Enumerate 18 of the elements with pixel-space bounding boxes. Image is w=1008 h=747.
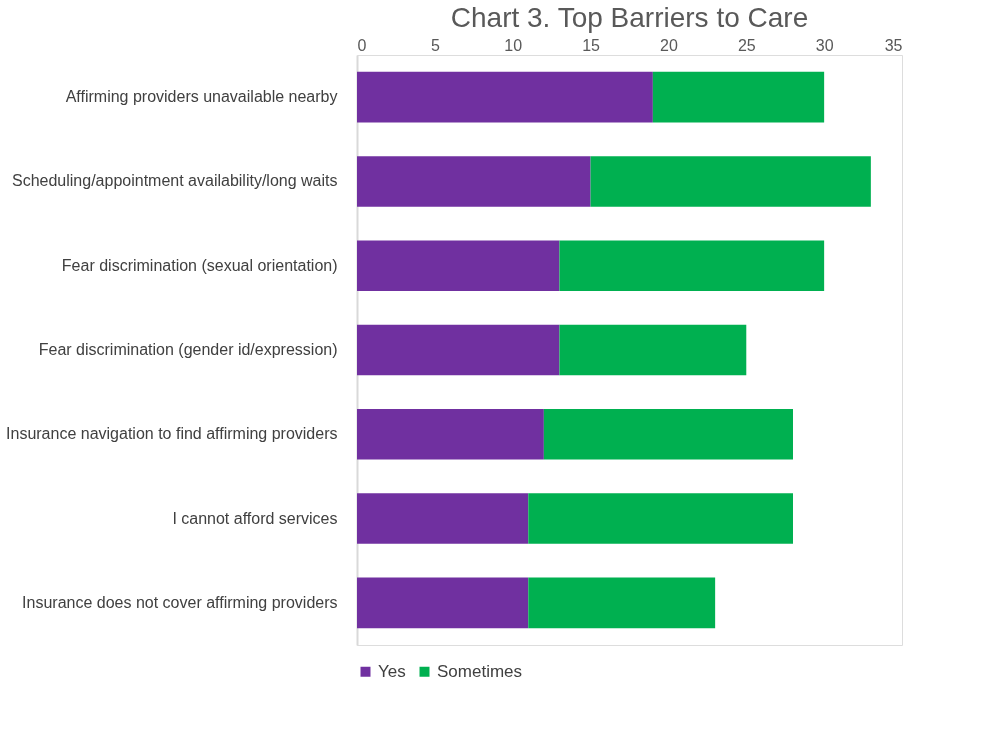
x-tick-label: 10: [504, 36, 523, 54]
x-tick-label: 25: [737, 36, 756, 54]
x-tick-label: 35: [884, 36, 903, 54]
x-tick-label: 0: [357, 36, 367, 54]
chart-title: Chart 3. Top Barriers to Care: [450, 2, 809, 33]
y-tick-label: Fear discrimination (sexual orientation): [61, 256, 338, 274]
y-tick-label: Affirming providers unavailable nearby: [65, 88, 338, 106]
x-tick-label: 15: [582, 36, 601, 54]
y-tick-label: I cannot afford services: [172, 509, 338, 527]
y-tick-label: Fear discrimination (gender id/expression): [38, 341, 338, 358]
y-tick-label: Insurance navigation to find affirming providers: [6, 425, 338, 443]
x-tick-label: 20: [660, 36, 678, 54]
y-tick-label: Insurance does not cover affirming providers: [22, 593, 338, 611]
y-tick-label: Scheduling/appointment availability/long waits: [11, 172, 338, 190]
legend-label: Sometimes: [437, 661, 523, 681]
x-tick-label: 30: [815, 36, 834, 54]
legend-label: Yes: [378, 661, 406, 681]
x-tick-label: 5: [430, 36, 440, 54]
